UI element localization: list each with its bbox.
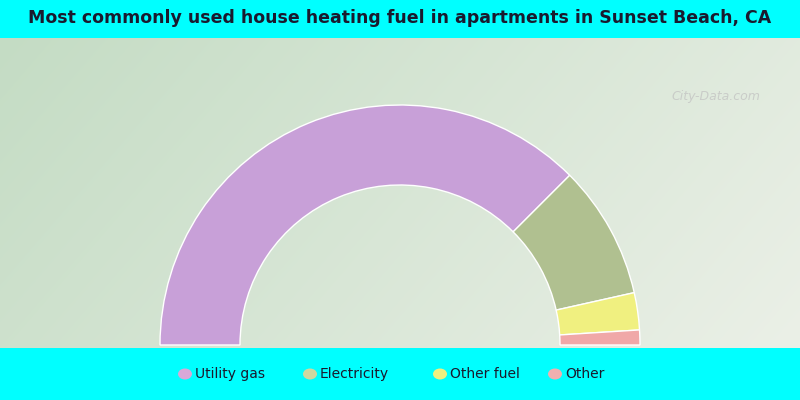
Text: Most commonly used house heating fuel in apartments in Sunset Beach, CA: Most commonly used house heating fuel in…	[28, 9, 772, 27]
Wedge shape	[513, 175, 634, 310]
Text: Other: Other	[565, 367, 604, 381]
Bar	[0, 348, 800, 400]
Ellipse shape	[178, 368, 192, 380]
Text: Other fuel: Other fuel	[450, 367, 520, 381]
Text: City-Data.com: City-Data.com	[671, 90, 760, 103]
Bar	[0, 0, 800, 35]
Ellipse shape	[548, 368, 562, 380]
Text: Utility gas: Utility gas	[195, 367, 265, 381]
Wedge shape	[556, 293, 639, 335]
Ellipse shape	[303, 368, 317, 380]
Wedge shape	[160, 105, 570, 345]
Text: Electricity: Electricity	[320, 367, 389, 381]
Wedge shape	[560, 330, 640, 345]
Ellipse shape	[433, 368, 447, 380]
